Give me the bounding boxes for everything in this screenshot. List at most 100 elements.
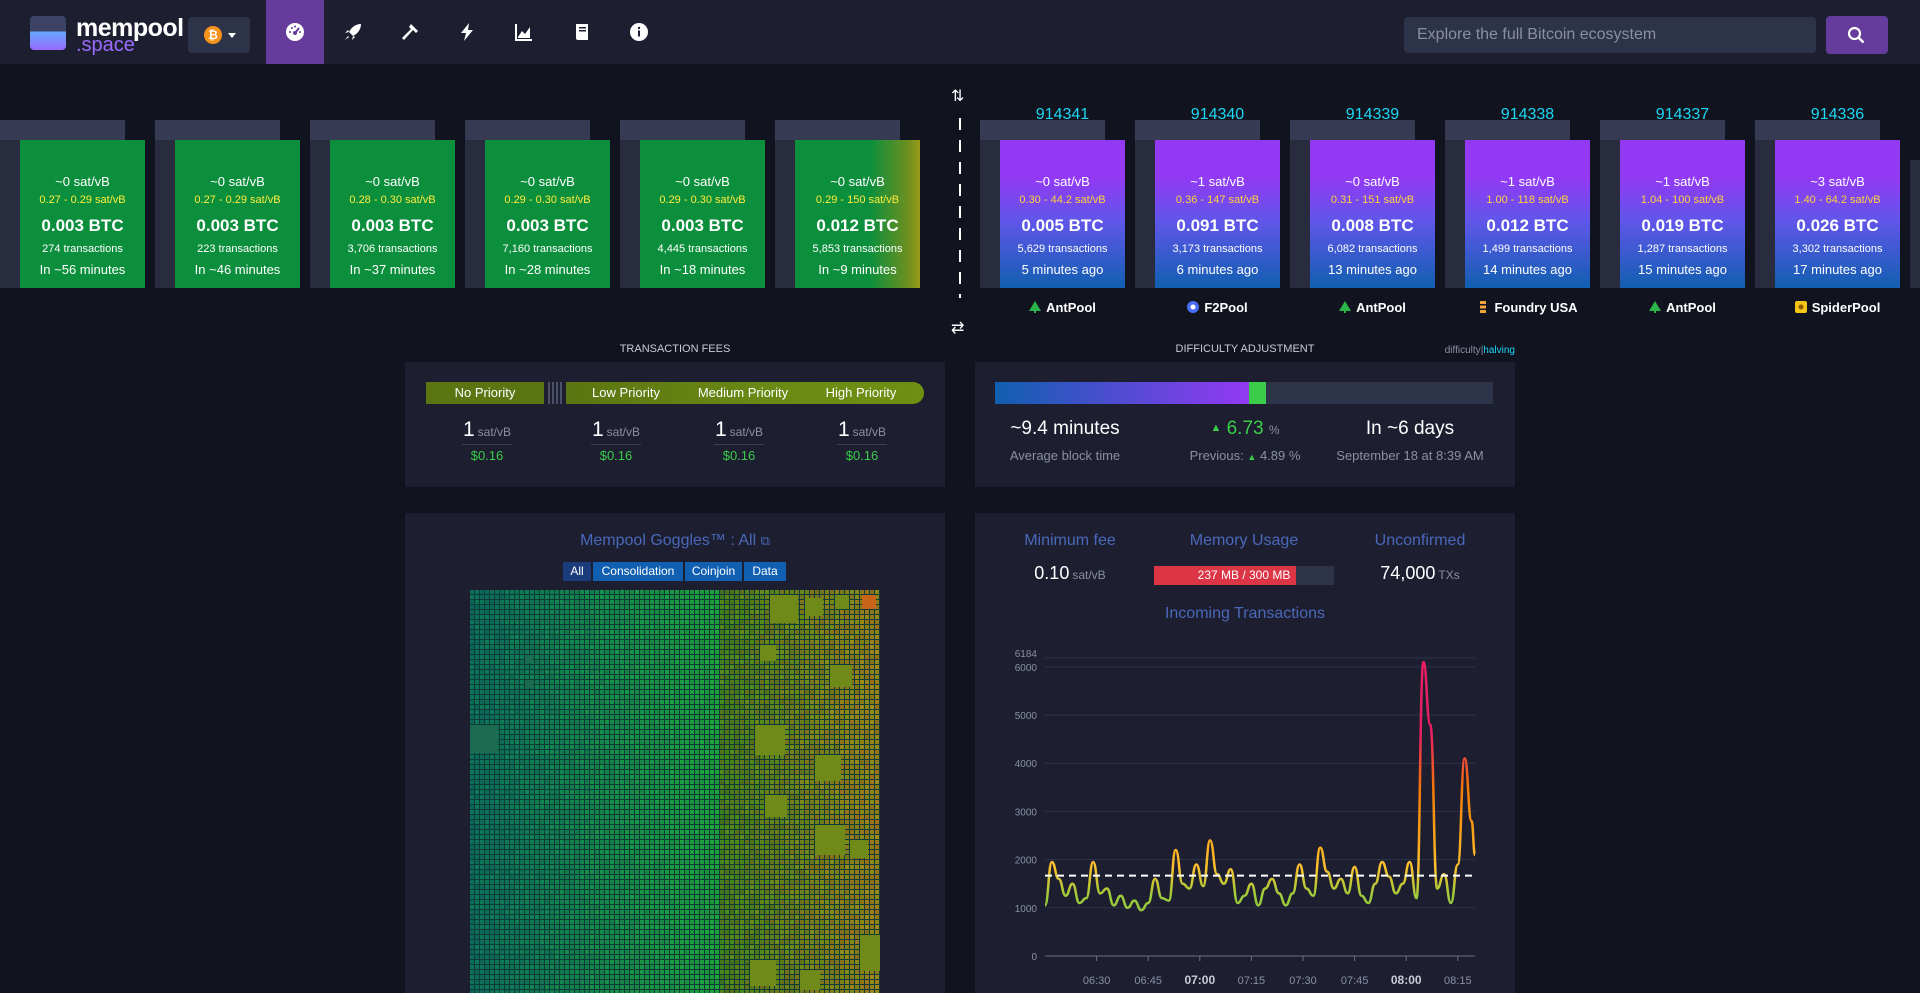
pool-link[interactable]: Foundry USA <box>1465 300 1590 315</box>
block-fee-range: 0.27 - 0.29 sat/vB <box>194 194 281 206</box>
rocket-icon <box>345 24 361 40</box>
toggle-separator: | <box>1480 345 1484 356</box>
block-fee-range: 1.00 - 118 sat/vB <box>1486 194 1569 206</box>
pending-block[interactable]: ~0 sat/vB 0.29 - 0.30 sat/vB 0.003 BTC 4… <box>620 120 765 288</box>
search-button[interactable] <box>1826 16 1888 54</box>
block-height-link[interactable]: 914339 <box>1345 106 1400 123</box>
pool-link[interactable]: AntPool <box>1620 300 1745 315</box>
block-median-fee: ~1 sat/vB <box>1190 174 1245 189</box>
block-eta: In ~37 minutes <box>349 262 436 277</box>
incoming-transactions-title: Incoming Transactions <box>1164 605 1326 622</box>
y-tick-label: 6184 <box>1015 649 1038 660</box>
block-height-link[interactable]: 914340 <box>1190 106 1245 123</box>
next-block-edge <box>1910 160 1920 288</box>
block-height-link[interactable]: 914336 <box>1810 106 1865 123</box>
antpool-icon <box>1649 301 1662 313</box>
pool-name: Foundry USA <box>1494 300 1578 315</box>
minimum-fee-value: 0.10 sat/vB <box>1034 563 1106 583</box>
nav-mining[interactable] <box>381 0 439 64</box>
mempool-logo[interactable]: mempool .space <box>30 14 184 56</box>
pool-link[interactable]: F2Pool <box>1155 300 1280 315</box>
block-age: 5 minutes ago <box>1021 262 1104 277</box>
difficulty-title: DIFFICULTY ADJUSTMENT <box>1175 343 1315 355</box>
goggles-title[interactable]: Mempool Goggles™ : All ⧉ <box>580 532 770 549</box>
docs-icon <box>576 24 588 40</box>
pending-block[interactable]: ~0 sat/vB 0.27 - 0.29 sat/vB 0.003 BTC 2… <box>0 120 145 288</box>
block-eta: In ~28 minutes <box>504 262 591 277</box>
block-median-fee: ~0 sat/vB <box>520 174 575 189</box>
pending-block[interactable]: ~0 sat/vB 0.28 - 0.30 sat/vB 0.003 BTC 3… <box>310 120 455 288</box>
nav-dashboard[interactable] <box>266 0 324 64</box>
up-arrow-icon: ▲ <box>1247 452 1257 462</box>
block-fee-range: 0.27 - 0.29 sat/vB <box>39 194 126 206</box>
pool-link[interactable]: AntPool <box>1310 300 1435 315</box>
halving-toggle[interactable]: halving <box>1483 345 1515 356</box>
network-selector[interactable]: ₿ <box>188 17 250 53</box>
pool-name: AntPool <box>1666 300 1716 315</box>
mined-block[interactable]: ~1 sat/vB 1.04 - 100 sat/vB 0.019 BTC 1,… <box>1600 120 1745 288</box>
nav-graphs[interactable] <box>495 0 553 64</box>
hammer-icon <box>402 24 418 40</box>
x-tick-label: 07:45 <box>1341 975 1369 987</box>
memory-usage-fill <box>1154 566 1297 585</box>
dashboard-icon <box>286 23 304 41</box>
x-tick-label: 07:00 <box>1184 973 1215 987</box>
nav-lightning[interactable] <box>438 0 496 64</box>
pending-block[interactable]: ~0 sat/vB 0.27 - 0.29 sat/vB 0.003 BTC 2… <box>155 120 300 288</box>
filter-all[interactable]: All <box>563 562 591 581</box>
incoming-transactions-chart[interactable]: 0 1000 2000 3000 4000 5000 6000 6184 06:30 06:45 0… <box>975 640 1495 993</box>
mined-block[interactable]: ~1 sat/vB 1.00 - 118 sat/vB 0.012 BTC 1,… <box>1445 120 1590 288</box>
search-input[interactable] <box>1404 17 1816 53</box>
difficulty-toggle[interactable]: difficulty <box>1444 345 1481 356</box>
previous-difficulty-change: Previous: ▲ 4.89 % <box>1189 448 1301 463</box>
filter-data[interactable]: Data <box>744 562 786 581</box>
unconfirmed-title: Unconfirmed <box>1374 532 1466 549</box>
block-tx-count: 1,287 transactions <box>1637 243 1728 255</box>
chart-icon <box>515 24 532 41</box>
block-fee-range: 1.40 - 64.2 sat/vB <box>1794 194 1881 206</box>
mempool-block-visualization[interactable] <box>470 590 880 993</box>
antpool-icon <box>1339 301 1352 313</box>
lightning-icon <box>461 23 473 41</box>
block-height-link[interactable]: 914337 <box>1655 106 1710 123</box>
block-eta: In ~18 minutes <box>659 262 746 277</box>
block-fee-range: 1.04 - 100 sat/vB <box>1640 194 1725 206</box>
block-height-link[interactable]: 914341 <box>1035 106 1090 123</box>
block-tx-count: 6,082 transactions <box>1327 243 1418 255</box>
pending-block[interactable]: ~0 sat/vB 0.29 - 150 sat/vB 0.012 BTC 5,… <box>775 120 920 288</box>
spiderpool-icon <box>1794 301 1807 313</box>
block-size: 0.019 BTC <box>1641 216 1724 235</box>
nav-docs[interactable] <box>553 0 611 64</box>
swap-horizontal-icon[interactable]: ⇄ <box>951 320 965 337</box>
external-link-icon: ⧉ <box>760 533 770 548</box>
logo-subtext: .space <box>76 34 135 56</box>
low-priority-usd: $0.16 <box>599 448 633 463</box>
block-size: 0.003 BTC <box>351 216 434 235</box>
block-size: 0.012 BTC <box>816 216 899 235</box>
block-tx-count: 4,445 transactions <box>657 243 748 255</box>
block-age: 17 minutes ago <box>1793 262 1882 277</box>
block-median-fee: ~0 sat/vB <box>675 174 730 189</box>
nav-about[interactable] <box>610 0 668 64</box>
pending-block[interactable]: ~0 sat/vB 0.29 - 0.30 sat/vB 0.003 BTC 7… <box>465 120 610 288</box>
nav-accelerator[interactable] <box>324 0 382 64</box>
swap-arrows-icon[interactable]: ⇅ <box>951 88 965 105</box>
filter-coinjoin[interactable]: Coinjoin <box>685 562 742 581</box>
block-size: 0.008 BTC <box>1331 216 1414 235</box>
block-height-link[interactable]: 914338 <box>1500 106 1555 123</box>
mined-block[interactable]: ~0 sat/vB 0.31 - 151 sat/vB 0.008 BTC 6,… <box>1290 120 1435 288</box>
block-size: 0.012 BTC <box>1486 216 1569 235</box>
transaction-fees-title: TRANSACTION FEES <box>619 343 731 355</box>
difficulty-progress-ahead <box>1248 382 1267 404</box>
low-priority-fee: 1 sat/vB <box>591 418 641 441</box>
pool-link[interactable]: AntPool <box>1000 300 1125 315</box>
mined-block[interactable]: ~3 sat/vB 1.40 - 64.2 sat/vB 0.026 BTC 3… <box>1755 120 1900 288</box>
pool-link[interactable]: SpiderPool <box>1775 300 1900 315</box>
block-tx-count: 1,499 transactions <box>1482 243 1573 255</box>
mined-block[interactable]: ~1 sat/vB 0.36 - 147 sat/vB 0.091 BTC 3,… <box>1135 120 1280 288</box>
block-fee-range: 0.30 - 44.2 sat/vB <box>1019 194 1106 206</box>
mined-block[interactable]: ~0 sat/vB 0.30 - 44.2 sat/vB 0.005 BTC 5… <box>980 120 1125 288</box>
block-fee-range: 0.28 - 0.30 sat/vB <box>349 194 436 206</box>
filter-consolidation[interactable]: Consolidation <box>593 562 683 581</box>
block-median-fee: ~0 sat/vB <box>365 174 420 189</box>
